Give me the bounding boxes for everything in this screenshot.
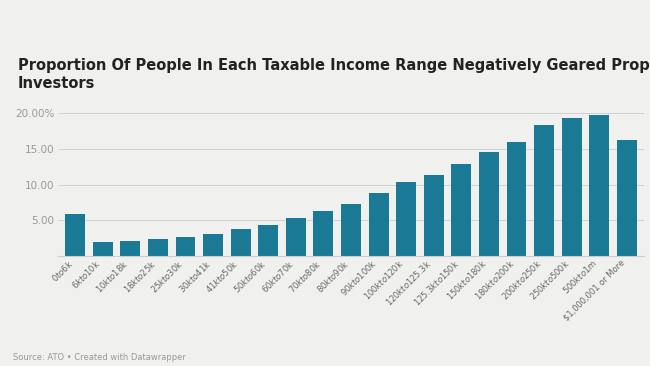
Bar: [286, 218, 306, 256]
Bar: [341, 204, 361, 256]
Bar: [93, 242, 112, 256]
Bar: [424, 175, 444, 256]
Bar: [479, 153, 499, 256]
Bar: [617, 139, 637, 256]
Bar: [396, 182, 416, 256]
Bar: [65, 214, 85, 256]
Bar: [534, 125, 554, 256]
Bar: [120, 241, 140, 256]
Bar: [369, 193, 389, 256]
Text: Proportion Of People In Each Taxable Income Range Negatively Geared Property
Inv: Proportion Of People In Each Taxable Inc…: [18, 58, 650, 91]
Bar: [258, 225, 278, 256]
Bar: [452, 164, 471, 256]
Bar: [313, 211, 333, 256]
Bar: [203, 234, 223, 256]
Bar: [590, 115, 609, 256]
Bar: [148, 239, 168, 256]
Bar: [506, 142, 526, 256]
Text: Source: ATO • Created with Datawrapper: Source: ATO • Created with Datawrapper: [13, 353, 186, 362]
Bar: [231, 229, 250, 256]
Bar: [562, 118, 582, 256]
Bar: [176, 237, 196, 256]
